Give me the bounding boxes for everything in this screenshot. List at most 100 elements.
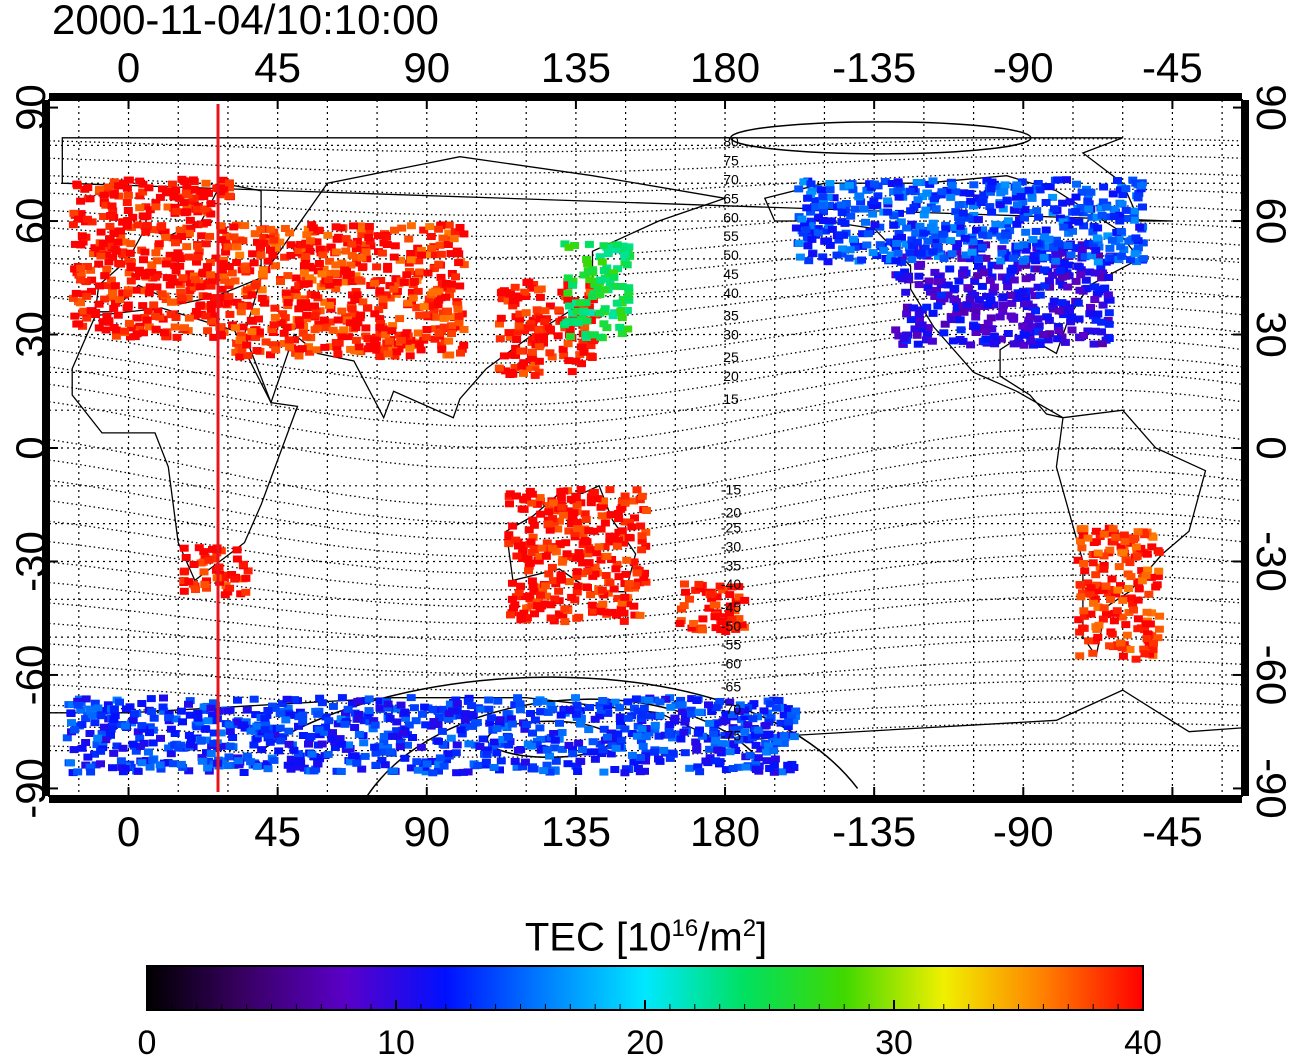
tec-data-cell	[940, 320, 950, 328]
tec-data-cell	[1109, 205, 1119, 213]
tec-data-cell	[904, 272, 913, 280]
tec-data-cell	[138, 302, 148, 310]
tec-data-cell	[554, 306, 564, 314]
tec-data-cell	[883, 208, 893, 216]
tec-data-cell	[751, 759, 761, 767]
tec-data-cell	[791, 224, 801, 232]
tec-data-cell	[1078, 589, 1087, 597]
tec-data-cell	[183, 294, 193, 302]
tec-data-cell	[572, 568, 582, 576]
tec-data-cell	[97, 729, 107, 737]
tec-data-cell	[308, 224, 318, 232]
tec-data-cell	[175, 226, 185, 234]
tec-data-cell	[151, 203, 161, 211]
tec-data-cell	[507, 595, 517, 603]
tec-data-cell	[617, 504, 627, 512]
tec-data-cell	[584, 303, 594, 311]
tec-data-cell	[232, 555, 242, 563]
tec-data-cell	[278, 310, 288, 318]
tec-data-cell	[375, 323, 385, 331]
tec-data-cell	[1094, 252, 1103, 260]
tec-data-cell	[973, 272, 983, 280]
tec-data-cell	[617, 283, 627, 290]
tec-data-cell	[407, 288, 417, 296]
tec-data-cell	[495, 320, 504, 328]
tec-data-cell	[617, 314, 627, 322]
tec-data-cell	[601, 572, 611, 579]
tec-data-cell	[246, 727, 256, 735]
tec-data-cell	[694, 580, 704, 588]
tec-data-cell	[528, 729, 537, 737]
tec-data-cell	[146, 695, 156, 703]
tec-data-cell	[392, 727, 402, 735]
tec-data-cell	[444, 221, 454, 229]
tec-data-cell	[452, 769, 462, 777]
tec-data-cell	[1080, 567, 1090, 575]
tec-data-cell	[573, 525, 583, 533]
tec-data-cell	[734, 708, 744, 715]
tec-data-cell	[184, 767, 194, 775]
tec-data-cell	[584, 527, 594, 535]
tec-data-cell	[974, 255, 984, 263]
tec-data-cell	[294, 763, 304, 771]
tec-data-cell	[994, 182, 1004, 190]
tec-data-cell	[528, 582, 538, 590]
tec-data-cell	[1023, 320, 1033, 328]
tec-data-cell	[186, 186, 196, 194]
tec-data-cell	[1065, 306, 1074, 314]
tec-data-cell	[981, 335, 991, 343]
tec-data-cell	[162, 187, 172, 195]
tec-data-cell	[298, 718, 308, 726]
tec-data-cell	[571, 710, 581, 718]
contour-label: 60	[723, 209, 739, 225]
tec-data-cell	[257, 746, 267, 754]
tec-data-cell	[637, 696, 647, 704]
tec-data-cell	[358, 298, 368, 306]
tec-data-cell	[527, 284, 537, 292]
tec-data-cell	[547, 544, 557, 552]
tec-data-cell	[1137, 182, 1147, 190]
tec-data-cell	[505, 490, 515, 498]
tec-data-cell	[914, 262, 924, 270]
tec-data-cell	[1053, 176, 1063, 184]
tec-data-cell	[989, 332, 999, 340]
tec-data-cell	[590, 755, 600, 763]
tec-data-cell	[784, 718, 794, 726]
tec-data-cell	[1093, 258, 1103, 266]
tec-data-cell	[766, 714, 776, 722]
tec-data-cell	[90, 750, 99, 758]
tec-data-cell	[395, 738, 405, 746]
tec-data-cell	[857, 256, 867, 264]
tec-data-cell	[906, 207, 916, 215]
tec-data-cell	[753, 754, 763, 762]
tec-data-cell	[425, 223, 435, 231]
tec-data-cell	[900, 268, 910, 276]
tec-data-cell	[979, 269, 989, 277]
tec-data-cell	[225, 184, 235, 192]
tec-data-cell	[859, 205, 869, 213]
tec-data-cell	[721, 710, 731, 718]
tec-data-cell	[922, 303, 932, 311]
tec-data-cell	[309, 767, 319, 775]
tec-data-cell	[817, 186, 826, 194]
tec-data-cell	[232, 259, 242, 266]
tec-data-cell	[433, 301, 443, 309]
tec-data-cell	[625, 252, 635, 260]
tec-data-cell	[1135, 223, 1145, 231]
tec-data-cell	[370, 336, 380, 344]
tec-data-cell	[624, 584, 634, 592]
tec-data-cell	[201, 240, 211, 248]
tec-data-cell	[225, 742, 235, 750]
tec-data-cell	[1034, 322, 1044, 330]
tec-data-cell	[901, 240, 911, 248]
tec-data-cell	[969, 181, 979, 189]
tec-data-cell	[613, 536, 623, 544]
tec-data-cell	[1105, 244, 1115, 252]
tec-data-cell	[575, 299, 585, 307]
tec-data-cell	[201, 725, 211, 733]
tec-data-cell	[428, 705, 438, 713]
tec-data-cell	[170, 203, 180, 211]
tec-data-cell	[242, 706, 252, 714]
tec-data-cell	[954, 277, 964, 285]
tec-data-cell	[636, 754, 645, 761]
